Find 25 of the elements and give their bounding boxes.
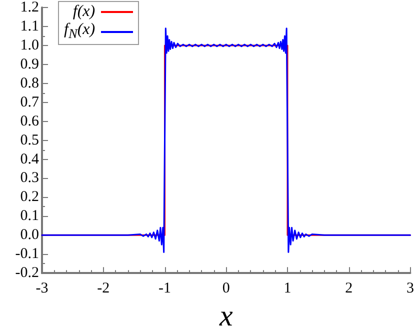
x-tick-label: -3 <box>36 280 48 297</box>
y-tick-label: 0.8 <box>20 75 39 92</box>
y-tick-label: 1.2 <box>20 0 39 16</box>
legend-label: f$_{N}$(x) <box>64 21 96 44</box>
x-tick-label: 1 <box>284 280 292 297</box>
y-tick-label: 0.0 <box>20 227 39 244</box>
y-tick-label: 0.6 <box>20 113 40 130</box>
y-tick-label: -0.2 <box>15 265 39 282</box>
y-tick-label: 0.1 <box>20 208 39 224</box>
x-tick-label: 3 <box>406 280 414 297</box>
x-tick-label: -2 <box>97 280 110 297</box>
x-tick-label: -1 <box>158 280 171 297</box>
y-tick-label: 1.0 <box>20 37 39 54</box>
y-tick-label: -0.1 <box>15 246 39 262</box>
y-tick-label: 0.7 <box>20 94 40 110</box>
y-tick-label: 1.1 <box>20 18 39 34</box>
y-tick-label: 0.2 <box>20 189 39 206</box>
x-axis-title: x <box>218 300 234 332</box>
x-tick-label: 0 <box>222 280 230 297</box>
legend-label: f(x) <box>72 3 96 21</box>
y-tick-label: 0.3 <box>20 170 39 186</box>
y-tick-label: 0.9 <box>20 56 39 72</box>
y-tick-label: 0.5 <box>20 132 39 148</box>
x-tick-label: 2 <box>345 280 353 297</box>
y-tick-label: 0.4 <box>20 151 40 168</box>
